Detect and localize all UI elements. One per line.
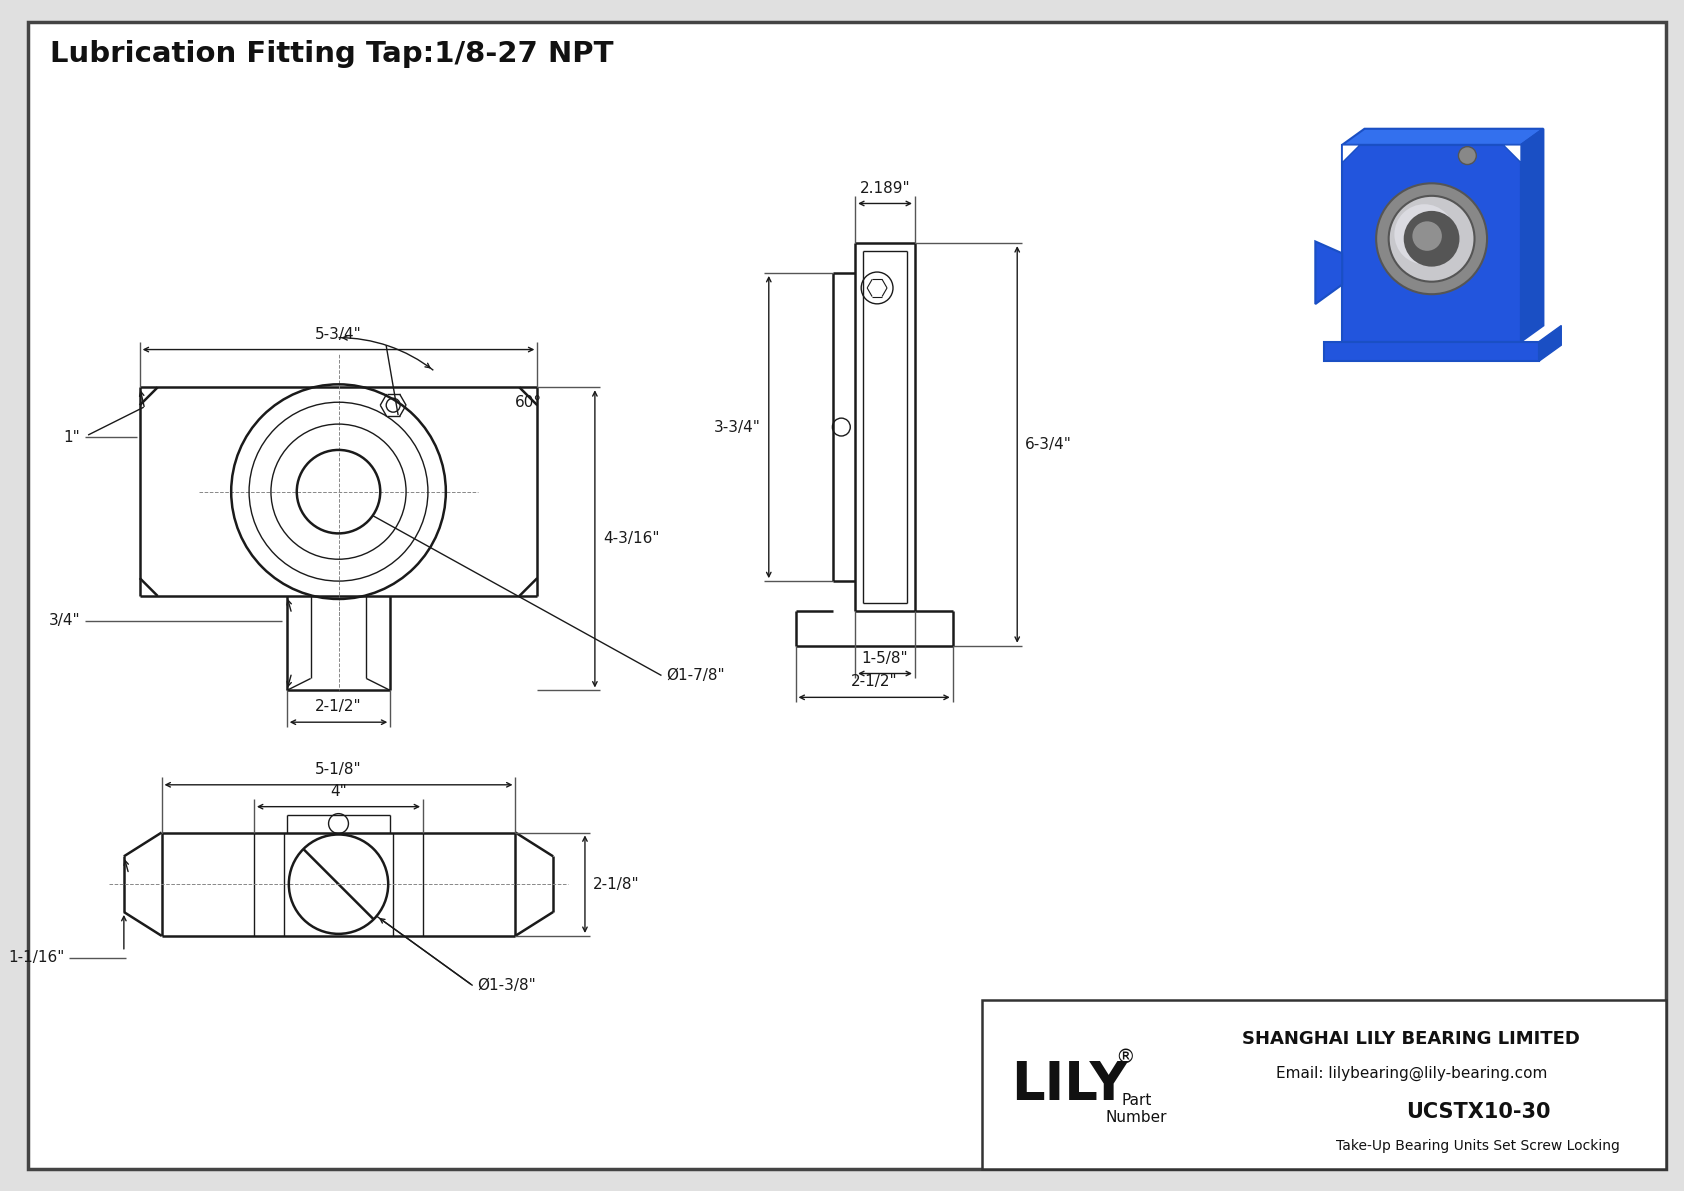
Text: 4": 4"	[330, 784, 347, 799]
Text: 3/4": 3/4"	[49, 613, 81, 629]
Text: 2.189": 2.189"	[861, 181, 911, 195]
Text: Ø1-7/8": Ø1-7/8"	[667, 668, 726, 682]
Bar	[982, 1000, 1665, 1170]
Circle shape	[1376, 183, 1487, 294]
Text: Email: lilybearing@lily-bearing.com: Email: lilybearing@lily-bearing.com	[1275, 1066, 1548, 1080]
Circle shape	[1389, 195, 1475, 282]
Polygon shape	[1315, 242, 1342, 304]
Polygon shape	[1342, 129, 1544, 145]
Text: Take-Up Bearing Units Set Screw Locking: Take-Up Bearing Units Set Screw Locking	[1337, 1139, 1620, 1153]
Text: SHANGHAI LILY BEARING LIMITED: SHANGHAI LILY BEARING LIMITED	[1243, 1030, 1580, 1048]
Text: LILY: LILY	[1012, 1059, 1128, 1111]
Polygon shape	[1504, 145, 1521, 163]
Text: 1-5/8": 1-5/8"	[862, 650, 908, 666]
Circle shape	[1413, 222, 1442, 251]
Text: 60°: 60°	[514, 395, 542, 410]
Text: 1-1/16": 1-1/16"	[8, 950, 64, 965]
Text: 1": 1"	[64, 430, 81, 444]
Bar	[1342, 145, 1521, 342]
Text: 2-1/8": 2-1/8"	[593, 877, 640, 892]
Text: 6-3/4": 6-3/4"	[1026, 437, 1073, 451]
Text: ®: ®	[1116, 1048, 1135, 1067]
Text: Ø1-3/8": Ø1-3/8"	[478, 978, 537, 993]
Circle shape	[1404, 212, 1458, 266]
Bar	[1324, 342, 1539, 361]
Text: 5-3/4": 5-3/4"	[315, 326, 362, 342]
Text: Part
Number: Part Number	[1106, 1093, 1167, 1125]
Polygon shape	[1342, 145, 1361, 163]
Text: 4-3/16": 4-3/16"	[603, 531, 660, 547]
Text: 3-3/4": 3-3/4"	[714, 419, 761, 435]
Polygon shape	[1539, 325, 1561, 361]
Text: UCSTX10-30: UCSTX10-30	[1406, 1102, 1551, 1122]
Text: 2-1/2": 2-1/2"	[315, 699, 362, 715]
Circle shape	[1394, 204, 1455, 264]
Circle shape	[1458, 146, 1477, 164]
Text: 2-1/2": 2-1/2"	[850, 674, 898, 690]
Text: Lubrication Fitting Tap:1/8-27 NPT: Lubrication Fitting Tap:1/8-27 NPT	[51, 39, 615, 68]
Text: 5-1/8": 5-1/8"	[315, 762, 362, 777]
Polygon shape	[1521, 129, 1544, 342]
